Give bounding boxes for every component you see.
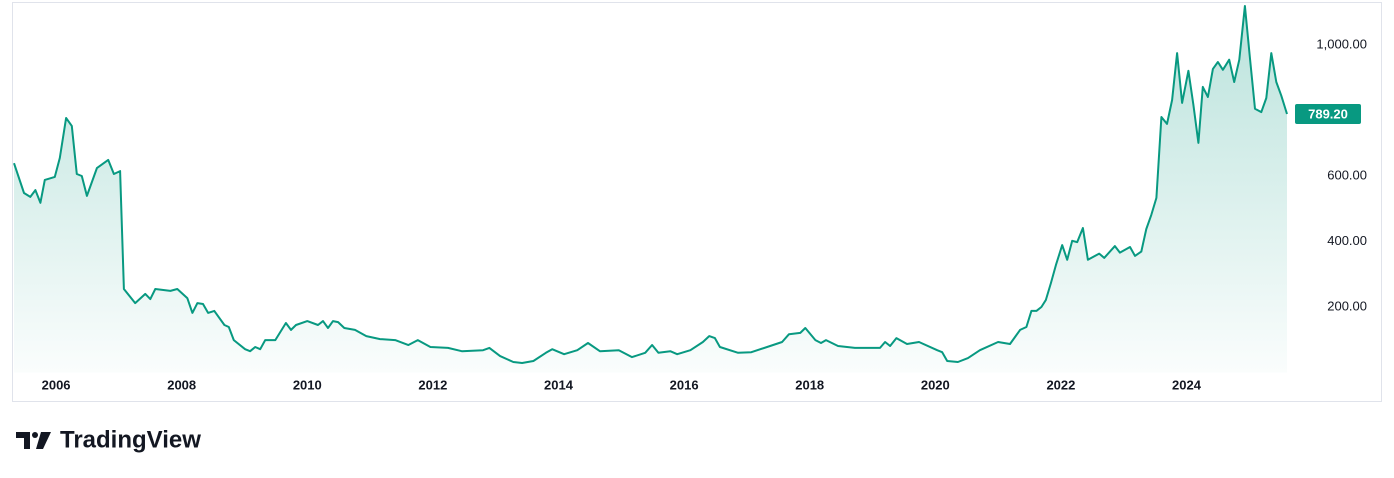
brand-name: TradingView	[60, 426, 201, 453]
area-fill	[14, 6, 1287, 373]
brand-logo	[16, 432, 51, 449]
x-tick-label: 2014	[544, 377, 574, 392]
y-tick-label: 200.00	[1327, 298, 1367, 313]
x-tick-label: 2006	[42, 377, 71, 392]
chart-frame	[12, 2, 1382, 402]
x-tick-label: 2012	[418, 377, 447, 392]
x-tick-label: 2010	[293, 377, 322, 392]
x-tick-label: 2018	[795, 377, 824, 392]
x-tick-label: 2024	[1172, 377, 1202, 392]
price-tag-label: 789.20	[1308, 106, 1348, 121]
x-tick-label: 2016	[670, 377, 699, 392]
y-tick-label: 400.00	[1327, 233, 1367, 248]
price-line	[13, 5, 1288, 364]
x-tick-label: 2022	[1046, 377, 1075, 392]
price-tag	[1295, 103, 1361, 124]
x-tick-label: 2008	[167, 377, 196, 392]
y-tick-label: 1,000.00	[1316, 36, 1367, 51]
x-tick-label: 2020	[921, 377, 950, 392]
y-tick-label: 600.00	[1327, 167, 1367, 182]
